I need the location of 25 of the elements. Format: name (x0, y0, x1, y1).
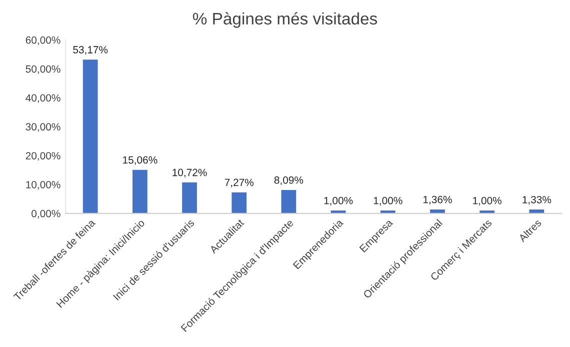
chart-title: % Pàgines més visitades (192, 12, 378, 28)
data-label: 53,17% (73, 46, 108, 55)
bar (281, 190, 296, 214)
data-label: 1,00% (374, 196, 402, 206)
y-tick-label: 0,00% (32, 210, 60, 219)
data-label: 1,00% (473, 196, 502, 206)
bar (182, 182, 197, 214)
data-label: 7,27% (224, 178, 254, 188)
bar (529, 210, 544, 214)
y-tick-label: 50,00% (26, 65, 60, 74)
data-label: 8,09% (274, 176, 304, 186)
bar (430, 209, 445, 214)
data-label: 1,36% (424, 196, 452, 204)
bar (132, 170, 148, 214)
y-tick-label: 40,00% (26, 94, 60, 103)
data-label: 1,00% (324, 196, 353, 206)
y-tick-label: 60,00% (26, 36, 60, 46)
data-label: 15,06% (123, 156, 158, 165)
y-tick-label: 30,00% (26, 123, 60, 132)
bar (82, 60, 98, 214)
bar (232, 192, 247, 214)
data-label: 1,33% (522, 196, 552, 205)
y-tick-label: 20,00% (26, 152, 60, 161)
y-tick-label: 10,00% (26, 180, 60, 190)
data-label: 10,72% (172, 168, 207, 178)
